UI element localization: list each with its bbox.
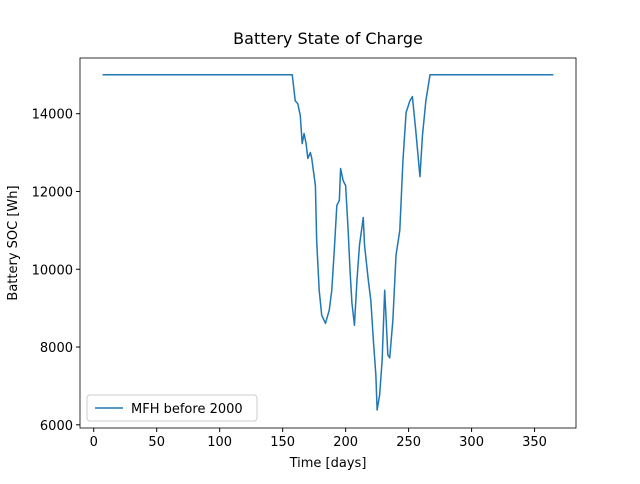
- x-tick-label: 0: [90, 435, 98, 450]
- y-tick-label: 8000: [40, 341, 73, 356]
- y-tick-label: 6000: [40, 419, 73, 434]
- x-tick-label: 300: [459, 435, 484, 450]
- chart-title: Battery State of Charge: [233, 29, 423, 48]
- y-tick-label: 10000: [32, 263, 73, 278]
- x-axis-label: Time [days]: [289, 456, 367, 471]
- data-line: [102, 74, 554, 411]
- x-tick-label: 200: [333, 435, 358, 450]
- x-tick-label: 350: [522, 435, 547, 450]
- x-tick-label: 150: [270, 435, 295, 450]
- x-tick-label: 250: [396, 435, 421, 450]
- y-tick-label: 12000: [32, 185, 73, 200]
- plot-frame: [79, 57, 577, 429]
- x-tick-label: 50: [148, 435, 165, 450]
- legend-label: MFH before 2000: [131, 402, 243, 417]
- y-tick-label: 14000: [32, 108, 73, 123]
- x-tick-label: 100: [207, 435, 232, 450]
- legend-box: [86, 394, 258, 422]
- y-axis-label: Battery SOC [Wh]: [6, 185, 21, 300]
